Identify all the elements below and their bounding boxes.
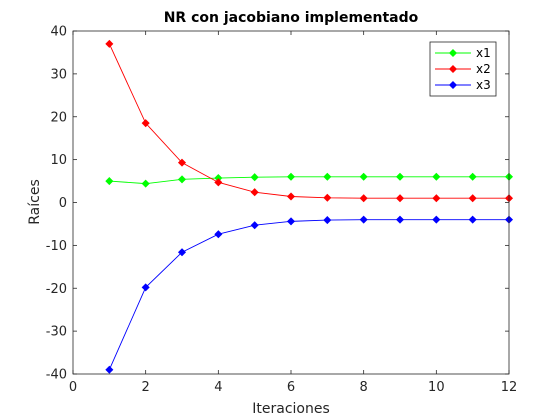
data-point-x3 <box>395 215 405 224</box>
y-tick-label: -20 <box>46 282 67 297</box>
data-point-x2 <box>105 39 114 48</box>
data-point-x2 <box>177 158 187 167</box>
series-layer <box>105 39 514 374</box>
y-tick-label: 40 <box>50 25 67 40</box>
legend-marker-x2 <box>448 64 458 74</box>
x-tick-label: 0 <box>69 380 77 395</box>
data-point-x1 <box>141 179 150 188</box>
series-x1 <box>105 172 514 188</box>
x-tick-label: 2 <box>142 380 150 395</box>
data-point-x2 <box>432 194 441 203</box>
y-axis-label: Raíces <box>27 179 43 225</box>
legend-marker-x1 <box>448 48 458 58</box>
data-point-x2 <box>395 194 405 203</box>
data-point-x1 <box>359 172 368 181</box>
data-point-x2 <box>323 193 332 202</box>
y-tick-label: 30 <box>50 67 67 82</box>
legend-label-x3: x3 <box>476 78 491 92</box>
y-tick-label: -40 <box>46 368 67 383</box>
data-point-x1 <box>468 172 477 181</box>
data-point-x2 <box>468 194 477 203</box>
series-line-x3 <box>108 219 509 370</box>
data-point-x1 <box>105 177 114 186</box>
data-point-x3 <box>177 248 187 257</box>
data-point-x1 <box>323 172 332 181</box>
data-point-x3 <box>250 221 259 230</box>
chart-title: NR con jacobiano implementado <box>164 10 419 26</box>
data-point-x3 <box>105 365 114 374</box>
series-x3 <box>105 215 514 374</box>
data-point-x3 <box>214 230 223 239</box>
x-tick-label: 4 <box>214 380 222 395</box>
data-point-x2 <box>250 188 259 197</box>
series-line-x1 <box>109 176 509 185</box>
ticks-layer: 0 2 4 6 8 10 12 -40 -30 -20 -10 0 10 20 30 40 <box>46 25 518 396</box>
data-point-x3 <box>323 216 332 225</box>
y-tick-label: 10 <box>50 153 67 168</box>
x-axis-label: Iteraciones <box>252 401 330 417</box>
data-point-x3 <box>141 283 150 292</box>
data-point-x2 <box>286 192 296 201</box>
data-point-x3 <box>359 215 368 224</box>
data-point-x1 <box>286 172 296 181</box>
series-line-x2 <box>108 43 509 199</box>
legend-label-x2: x2 <box>476 62 491 76</box>
data-point-x3 <box>468 215 477 224</box>
series-x2 <box>105 39 514 203</box>
y-tick-label: -10 <box>46 239 67 254</box>
data-point-x2 <box>214 178 223 187</box>
x-tick-label: 8 <box>360 380 368 395</box>
x-tick-label: 10 <box>428 380 445 395</box>
data-point-x1 <box>177 175 187 184</box>
data-point-x3 <box>432 215 441 224</box>
data-point-x2 <box>141 119 150 128</box>
data-point-x3 <box>286 217 296 226</box>
legend-marker-x3 <box>448 80 458 90</box>
x-tick-label: 12 <box>501 380 518 395</box>
legend: x1 x2 x3 <box>429 41 497 97</box>
data-point-x1 <box>250 173 259 182</box>
data-point-x1 <box>432 172 441 181</box>
data-point-x1 <box>395 172 405 181</box>
y-tick-label: 20 <box>50 110 67 125</box>
data-point-x2 <box>359 194 368 203</box>
y-tick-label: 0 <box>59 196 67 211</box>
y-tick-label: -30 <box>46 325 67 340</box>
legend-label-x1: x1 <box>476 46 491 60</box>
x-tick-label: 6 <box>287 380 295 395</box>
